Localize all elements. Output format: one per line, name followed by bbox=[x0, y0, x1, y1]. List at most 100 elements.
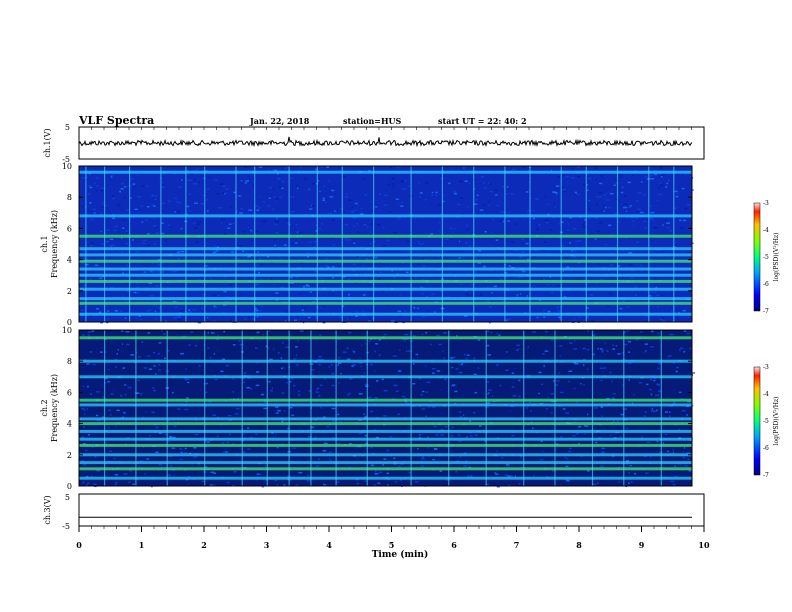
impulse-line bbox=[254, 166, 256, 322]
ch2-colorbar: -3 -4 -5 -6 -7 log(PSD)(V²/Hz) bbox=[753, 364, 780, 479]
x-tick-label: 1 bbox=[139, 540, 145, 550]
x-tick-label: 7 bbox=[514, 540, 520, 550]
ch3-ytick-top: 5 bbox=[65, 493, 70, 502]
frequency-band bbox=[79, 422, 692, 426]
ch2-ylabel-frequency: Frequency (kHz) bbox=[50, 374, 59, 442]
y-tick-label: 2 bbox=[67, 451, 72, 460]
start-time-label: start UT = 22: 40: 2 bbox=[438, 116, 527, 126]
impulse-line bbox=[288, 330, 290, 486]
ch3-ytick-bottom: -5 bbox=[62, 522, 70, 531]
impulse-line bbox=[504, 166, 506, 322]
ch1-ylabel-channel: ch.1 bbox=[40, 235, 49, 252]
colorbar-tick-label: -3 bbox=[763, 200, 769, 207]
y-tick-label: 8 bbox=[67, 357, 72, 366]
frequency-band bbox=[79, 336, 692, 340]
frequency-band bbox=[79, 467, 692, 471]
x-tick-label: 6 bbox=[451, 540, 457, 550]
impulse-line bbox=[554, 330, 556, 486]
impulse-line bbox=[241, 330, 243, 486]
frequency-band bbox=[79, 437, 692, 441]
ch1-colorbar: -3 -4 -5 -6 -7 log(PSD)(V²/Hz) bbox=[753, 200, 780, 315]
colorbar-tick-label: -7 bbox=[763, 308, 769, 315]
impulse-line bbox=[410, 166, 412, 322]
frequency-band bbox=[79, 403, 692, 407]
ch3-waveform-panel: 5 -5 ch.3(V) bbox=[43, 493, 705, 531]
frequency-band bbox=[79, 287, 692, 291]
x-axis-label: Time (min) bbox=[372, 549, 429, 560]
impulse-line bbox=[529, 166, 531, 322]
colorbar-tick-label: -4 bbox=[763, 227, 769, 234]
frequency-band bbox=[79, 279, 692, 283]
x-tick-label: 0 bbox=[76, 540, 82, 550]
chart-title: VLF Spectra bbox=[79, 114, 155, 127]
impulse-line bbox=[85, 166, 87, 322]
frequency-band bbox=[79, 301, 692, 305]
y-tick-label: 2 bbox=[67, 287, 72, 296]
frequency-band bbox=[79, 359, 692, 363]
frequency-band bbox=[79, 234, 692, 238]
frequency-band bbox=[79, 461, 692, 465]
x-tick-label: 4 bbox=[326, 540, 332, 550]
impulse-line bbox=[523, 330, 525, 486]
frequency-band bbox=[79, 259, 692, 263]
impulse-line bbox=[104, 166, 106, 322]
impulse-line bbox=[341, 166, 343, 322]
impulse-line bbox=[335, 330, 337, 486]
colorbar-tick-label: -3 bbox=[763, 364, 769, 371]
frequency-band bbox=[79, 170, 692, 174]
impulse-line bbox=[160, 166, 162, 322]
ch1-ylabel: ch.1(V) bbox=[43, 128, 52, 157]
impulse-line bbox=[266, 330, 268, 486]
x-axis: 0 1 2 3 4 5 6 7 8 9 10 bbox=[76, 127, 710, 550]
impulse-line bbox=[441, 166, 443, 322]
impulse-line bbox=[135, 330, 137, 486]
y-tick-label: 6 bbox=[67, 388, 72, 397]
impulse-line bbox=[316, 166, 318, 322]
x-tick-label: 10 bbox=[698, 540, 710, 550]
ch3-ylabel: ch.3(V) bbox=[43, 495, 52, 524]
impulse-line bbox=[673, 166, 675, 322]
impulse-line bbox=[623, 330, 625, 486]
colorbar-tick-label: -5 bbox=[763, 254, 769, 261]
impulse-line bbox=[473, 166, 475, 322]
ch2-spectrogram-panel: 0 2 4 6 8 10 ch.2 Frequency (kHz) bbox=[40, 326, 695, 491]
colorbar-tick-label: -7 bbox=[763, 472, 769, 479]
impulse-line bbox=[616, 166, 619, 322]
y-tick-label: 4 bbox=[67, 256, 72, 265]
y-tick-label: 0 bbox=[67, 318, 72, 327]
date-label: Jan. 22, 2018 bbox=[250, 116, 310, 126]
impulse-line bbox=[585, 166, 587, 322]
frequency-band bbox=[79, 273, 692, 277]
impulse-line bbox=[129, 166, 131, 322]
frequency-band bbox=[79, 253, 692, 257]
frequency-band bbox=[79, 476, 692, 480]
impulse-line bbox=[288, 166, 290, 322]
y-tick-label: 10 bbox=[62, 326, 72, 335]
impulse-line bbox=[185, 166, 187, 322]
frequency-band bbox=[79, 312, 692, 316]
impulse-line bbox=[204, 166, 206, 322]
colorbar-tick-label: -5 bbox=[763, 418, 769, 425]
x-tick-label: 8 bbox=[576, 540, 582, 550]
frequency-band bbox=[79, 247, 692, 251]
colorbar-tick-label: -6 bbox=[763, 281, 769, 288]
impulse-line bbox=[485, 330, 487, 486]
impulse-line bbox=[204, 330, 206, 486]
ch1-spectrogram-panel: 0 2 4 6 8 10 ch.1 Frequency (kHz) bbox=[40, 162, 694, 327]
y-tick-label: 4 bbox=[67, 420, 72, 429]
impulse-line bbox=[410, 330, 412, 486]
frequency-band bbox=[79, 429, 692, 433]
frequency-band bbox=[79, 267, 692, 271]
ch2-colorbar-label: log(PSD)(V²/Hz) bbox=[773, 397, 780, 446]
ch1-spectrogram bbox=[79, 166, 694, 324]
x-tick-label: 5 bbox=[389, 540, 395, 550]
x-tick-label: 3 bbox=[264, 540, 270, 550]
x-tick-label: 9 bbox=[639, 540, 645, 550]
impulse-line bbox=[660, 330, 662, 486]
frequency-band bbox=[79, 453, 692, 457]
impulse-line bbox=[448, 330, 450, 486]
frequency-band bbox=[79, 398, 692, 402]
ch1-ytick-top: 5 bbox=[65, 123, 70, 132]
ch1-ytick-bottom: -5 bbox=[62, 155, 70, 164]
